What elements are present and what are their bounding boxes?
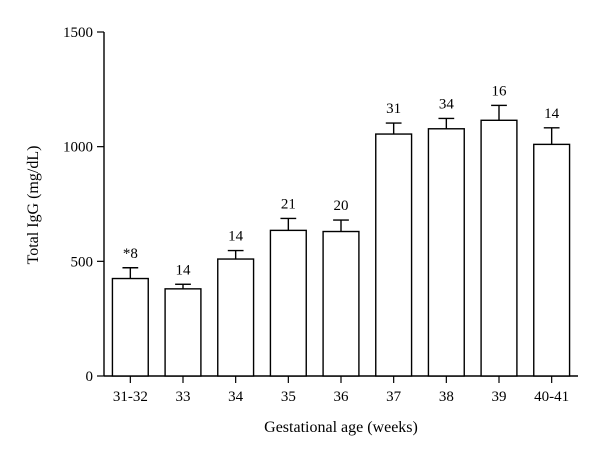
bar — [269, 229, 307, 377]
bar-annotation: 31 — [386, 101, 401, 117]
y-tick-label: 1500 — [63, 25, 93, 41]
x-tick-label: 33 — [176, 389, 191, 405]
bar — [427, 128, 465, 377]
bar — [533, 143, 571, 377]
bar-annotation: 20 — [334, 198, 349, 214]
bar — [480, 119, 518, 377]
annotations: *8 14 14 21 20 31 34 16 14 — [123, 83, 560, 278]
x-tick-label: 39 — [492, 389, 507, 405]
x-tick-label: 37 — [386, 389, 402, 405]
y-axis-title: Total IgG (mg/dL) — [25, 146, 42, 265]
bar-annotation: 14 — [176, 262, 192, 278]
x-tick-label: 40-41 — [534, 389, 569, 405]
x-tick-label: 34 — [228, 389, 244, 405]
bar-annotation: 34 — [439, 96, 455, 112]
x-tick-label: 38 — [439, 389, 454, 405]
bar — [111, 277, 149, 377]
y-tick-label: 0 — [86, 369, 94, 385]
bar — [217, 258, 255, 377]
y-tick-label: 1000 — [63, 140, 93, 156]
x-axis-title: Gestational age (weeks) — [264, 419, 418, 436]
bar — [164, 288, 202, 377]
bar — [375, 133, 413, 377]
bars — [111, 104, 571, 377]
x-tick-label: 31-32 — [113, 389, 148, 405]
bar-annotation: 14 — [228, 229, 244, 245]
bar — [322, 230, 360, 377]
x-tick-label: 36 — [334, 389, 350, 405]
bar-annotation: *8 — [123, 246, 138, 262]
bar-annotation: 21 — [281, 196, 296, 212]
bar-annotation: 14 — [544, 106, 560, 122]
y-tick-label: 500 — [71, 254, 94, 270]
axes: 0 500 1000 1500 31-32 33 34 35 36 37 38 39 40-41 — [63, 25, 578, 405]
bar-annotation: 16 — [492, 83, 508, 99]
x-tick-label: 35 — [281, 389, 296, 405]
